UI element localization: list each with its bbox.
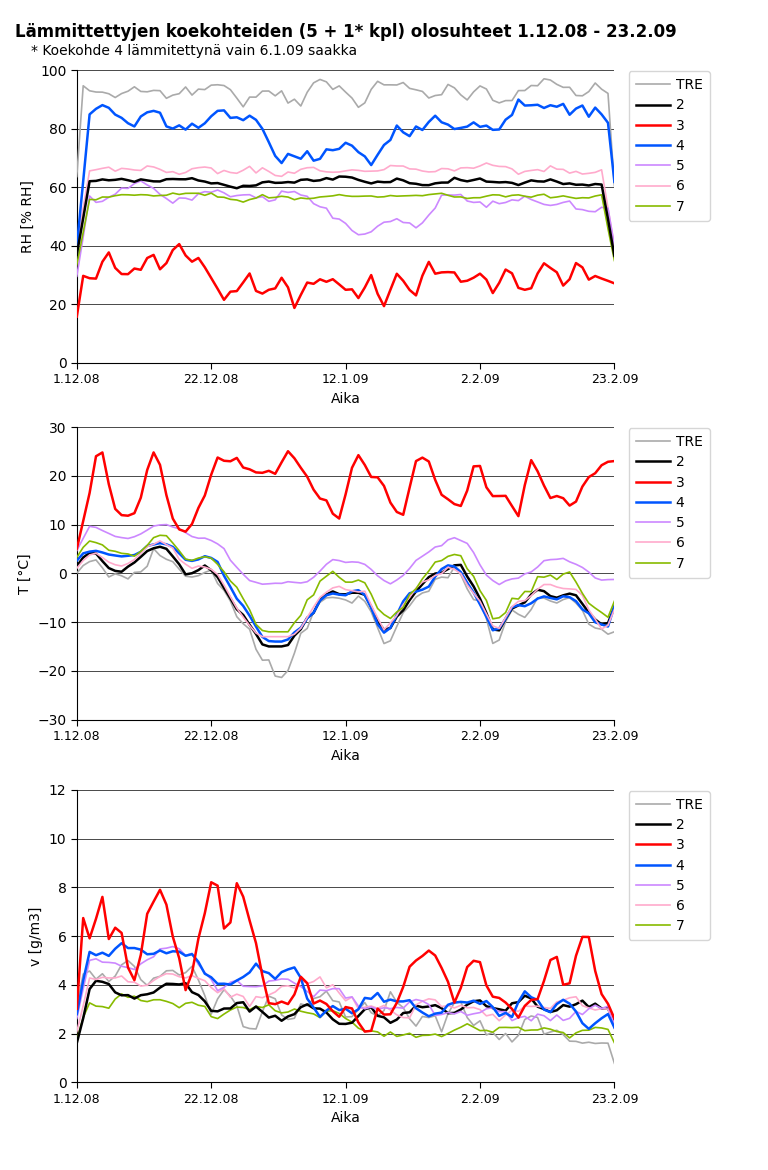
Y-axis label: v [g/m3]: v [g/m3] xyxy=(29,907,43,965)
Text: Lämmittettyjen koekohteiden (5 + 1* kpl) olosuhteet 1.12.08 - 23.2.09: Lämmittettyjen koekohteiden (5 + 1* kpl)… xyxy=(15,23,677,41)
Y-axis label: T [°C]: T [°C] xyxy=(18,553,31,593)
X-axis label: Aika: Aika xyxy=(331,1112,360,1126)
Legend: TRE, 2, 3, 4, 5, 6, 7: TRE, 2, 3, 4, 5, 6, 7 xyxy=(628,428,710,578)
Y-axis label: RH [% RH]: RH [% RH] xyxy=(21,180,35,253)
Legend: TRE, 2, 3, 4, 5, 6, 7: TRE, 2, 3, 4, 5, 6, 7 xyxy=(628,791,710,941)
Text: * Koekohde 4 lämmitettynä vain 6.1.09 saakka: * Koekohde 4 lämmitettynä vain 6.1.09 sa… xyxy=(31,44,357,59)
X-axis label: Aika: Aika xyxy=(331,749,360,763)
X-axis label: Aika: Aika xyxy=(331,392,360,406)
Legend: TRE, 2, 3, 4, 5, 6, 7: TRE, 2, 3, 4, 5, 6, 7 xyxy=(628,71,710,221)
